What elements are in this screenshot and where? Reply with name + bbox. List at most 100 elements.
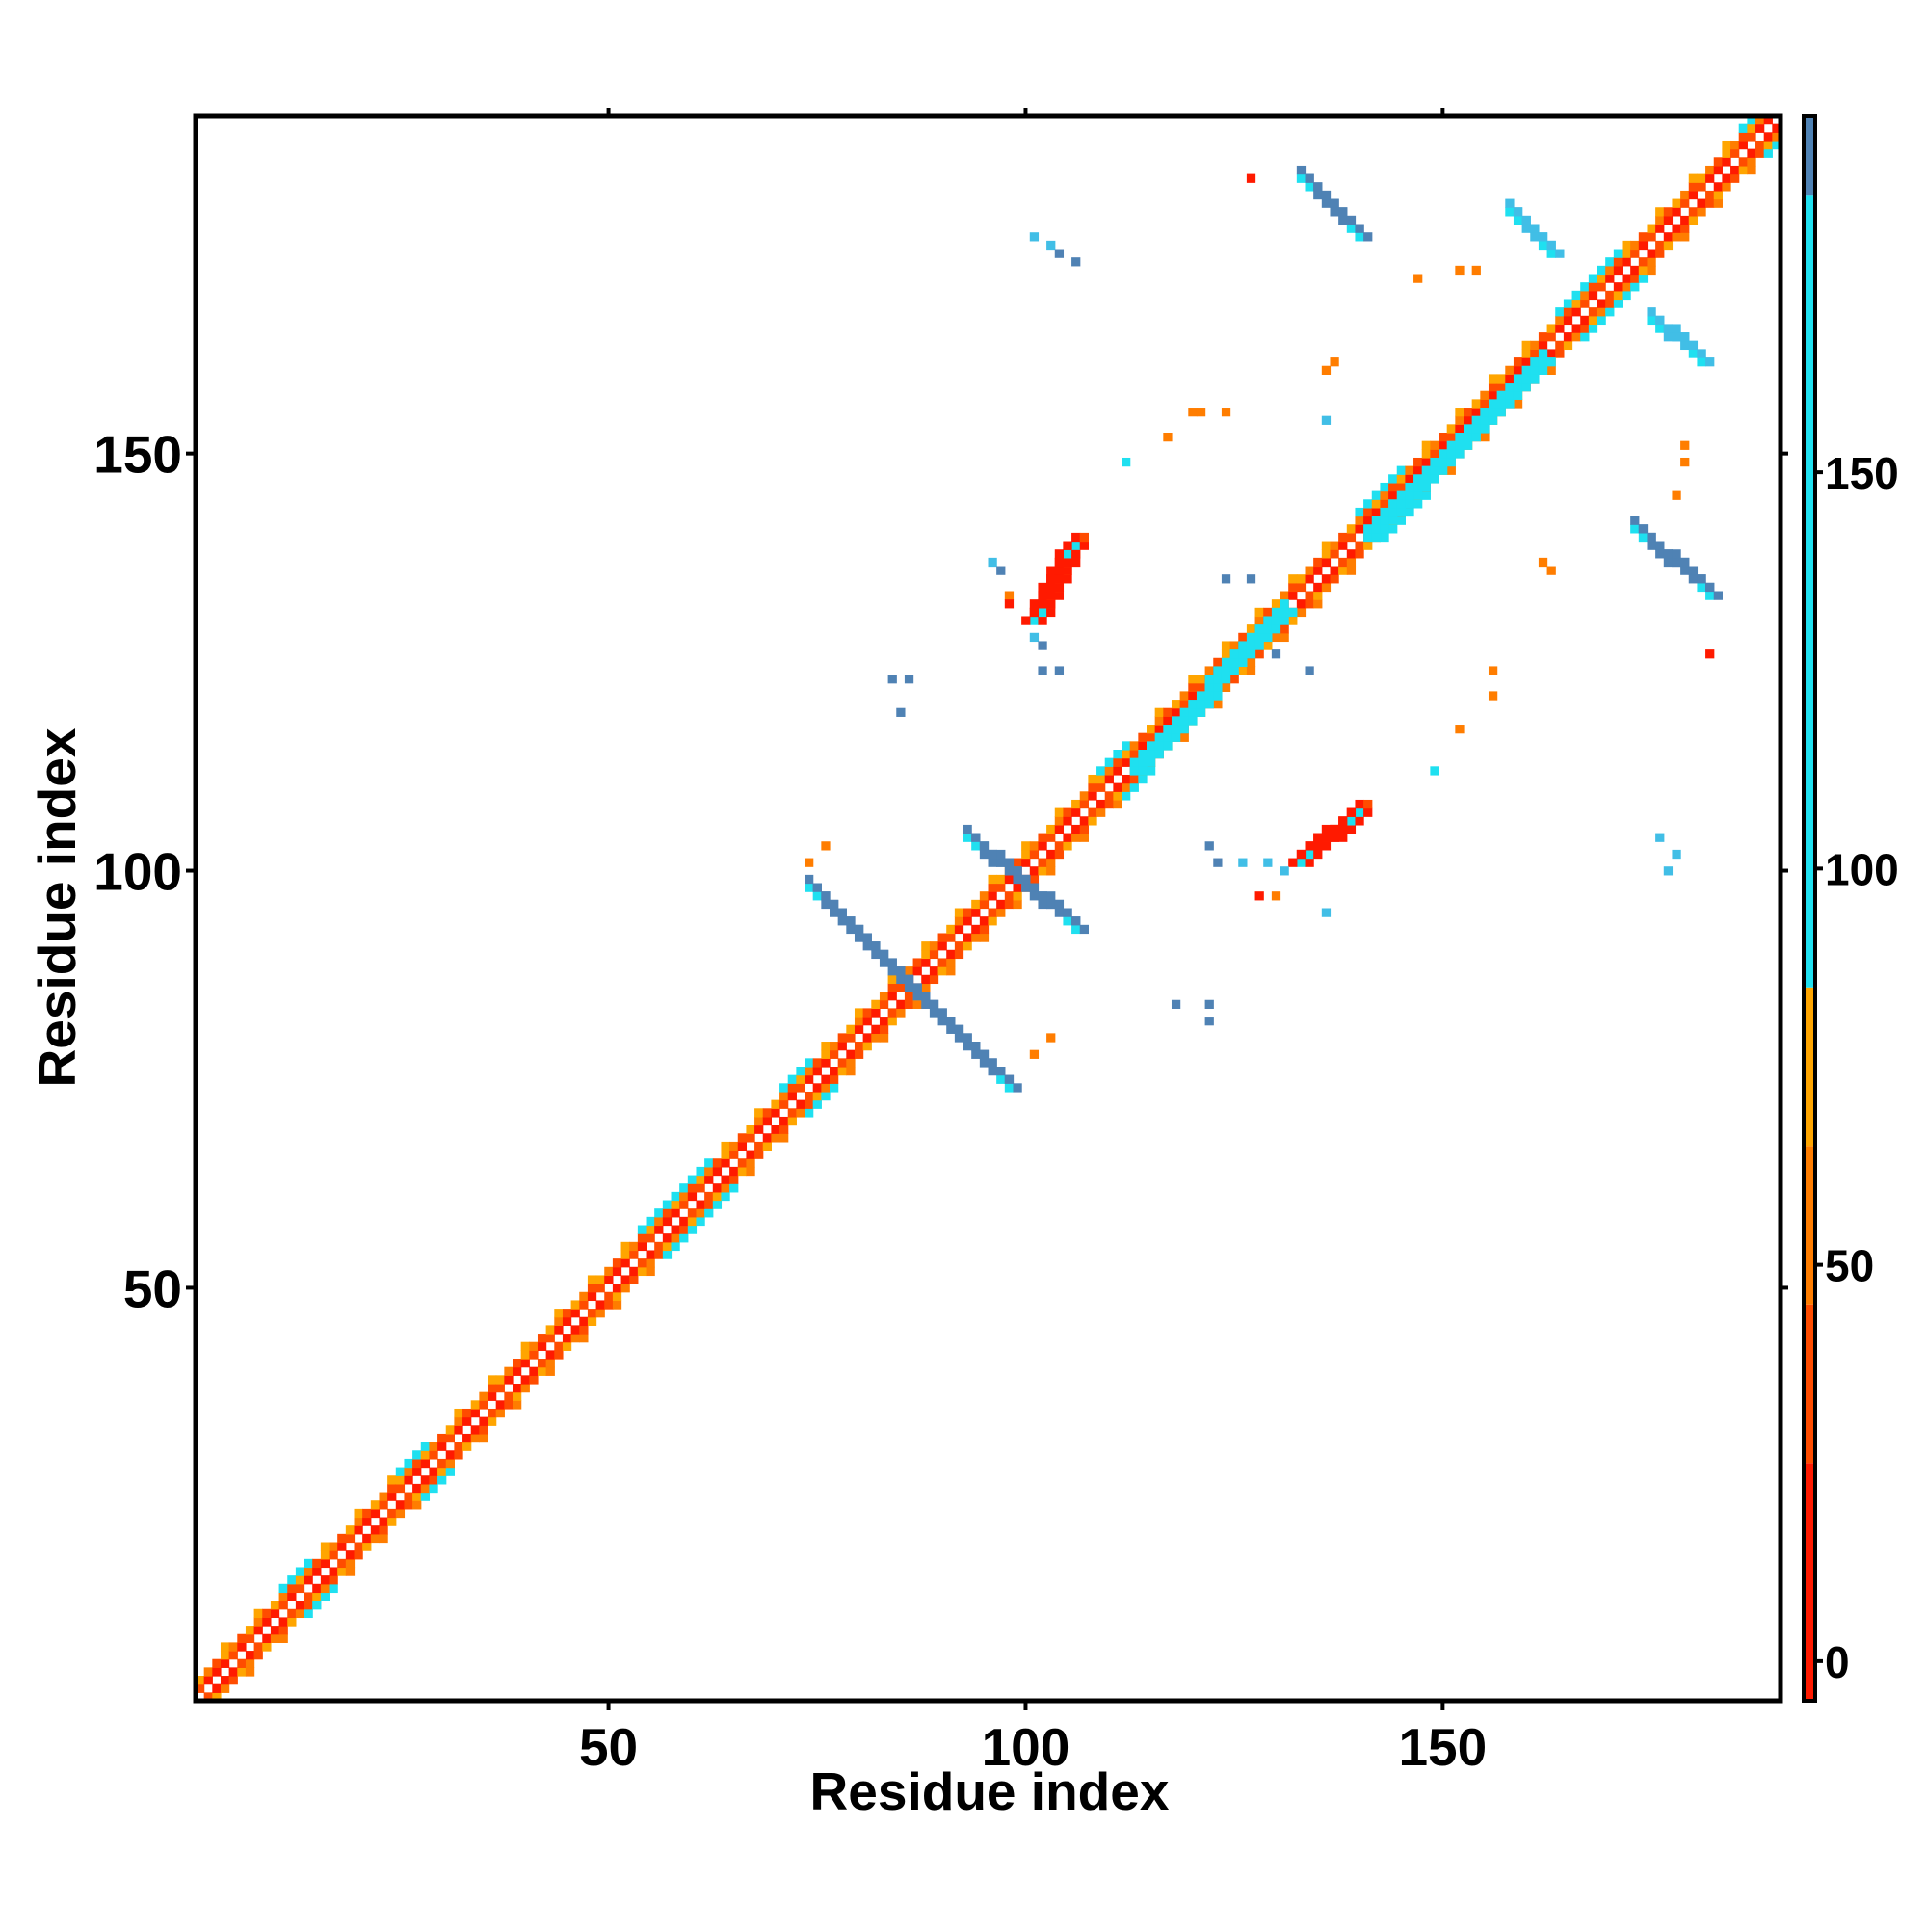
diagonal-cell xyxy=(1688,190,1699,200)
axes: 50 100 150 50 100 150 xyxy=(93,108,1788,1777)
diagonal-cell xyxy=(513,1384,522,1393)
diagonal-cell xyxy=(1697,207,1706,217)
diagonal-cell xyxy=(1430,449,1439,459)
diagonal-cell xyxy=(1588,307,1598,317)
diagonal-cell xyxy=(979,933,990,942)
diagonal-cell xyxy=(1638,257,1649,267)
scatter-cell xyxy=(1054,666,1065,675)
diagonal-cell xyxy=(1263,607,1273,618)
diagonal-cell xyxy=(696,1216,705,1227)
diagonal-cell xyxy=(1046,858,1056,867)
scatter-cell xyxy=(1004,599,1015,609)
diagonal-cell xyxy=(387,1508,397,1519)
diagonal-cell xyxy=(737,1133,748,1143)
cluster-cell xyxy=(963,1042,972,1051)
diagonal-cell xyxy=(1313,599,1323,609)
diagonal-cell xyxy=(262,1617,272,1627)
cluster-cell xyxy=(1521,365,1531,375)
cluster-cell xyxy=(1363,532,1373,543)
diagonal-cell xyxy=(1063,807,1072,817)
diagonal-cell xyxy=(1488,390,1498,400)
diagonal-cell xyxy=(312,1592,322,1601)
diagonal-cell xyxy=(604,1300,614,1310)
cluster-cell xyxy=(1147,741,1156,751)
diagonal-cell xyxy=(1021,841,1031,851)
scatter-cell xyxy=(1321,908,1332,917)
diagonal-cell xyxy=(1254,616,1264,625)
diagonal-cell xyxy=(1147,725,1156,734)
scatter-cell xyxy=(1271,649,1281,659)
cluster-cell xyxy=(1338,824,1348,834)
diagonal-cell xyxy=(654,1250,664,1259)
cluster-cell xyxy=(1471,424,1481,434)
diagonal-cell xyxy=(454,1442,463,1451)
diagonal-cell xyxy=(488,1408,497,1418)
cluster-cell xyxy=(1697,582,1706,593)
diagonal-cell xyxy=(1421,457,1431,467)
cluster-cell xyxy=(1196,707,1206,717)
diagonal-cell xyxy=(887,1017,897,1026)
diagonal-cell xyxy=(963,908,972,917)
cluster-cell xyxy=(1054,549,1065,559)
cluster-cell xyxy=(1455,449,1465,459)
cluster-cell xyxy=(1163,741,1173,751)
diagonal-cell xyxy=(696,1166,705,1177)
diagonal-cell xyxy=(1446,465,1456,475)
cluster-cell xyxy=(1029,891,1040,901)
diagonal-cell xyxy=(379,1525,388,1535)
diagonal-cell xyxy=(1555,349,1565,358)
diagonal-cell xyxy=(812,1091,822,1101)
cluster-cell xyxy=(1663,324,1674,333)
diagonal-cell xyxy=(270,1633,280,1643)
diagonal-cell xyxy=(988,874,997,885)
diagonal-cell xyxy=(646,1266,655,1277)
diagonal-cell xyxy=(963,941,972,951)
diagonal-cell xyxy=(320,1592,330,1601)
colorbar-tick-label: 0 xyxy=(1825,1637,1850,1687)
diagonal-cell xyxy=(1597,282,1606,292)
diagonal-cell xyxy=(1763,116,1773,125)
diagonal-cell xyxy=(929,966,939,976)
cluster-cell xyxy=(1638,524,1649,534)
cluster-cell xyxy=(1221,675,1231,684)
diagonal-cell xyxy=(354,1525,363,1535)
diagonal-cell xyxy=(1597,299,1606,308)
scatter-cell xyxy=(805,858,814,867)
diagonal-cell xyxy=(787,1074,797,1084)
diagonal-cell xyxy=(1196,675,1206,684)
cluster-cell xyxy=(1521,215,1531,225)
diagonal-cell xyxy=(837,1042,847,1051)
diagonal-cell xyxy=(1563,307,1573,317)
cluster-cell xyxy=(830,899,839,910)
diagonal-cell xyxy=(1229,641,1239,650)
diagonal-cell xyxy=(1138,741,1148,751)
diagonal-cell xyxy=(696,1208,705,1218)
diagonal-cell xyxy=(1513,399,1523,409)
diagonal-cell xyxy=(687,1208,698,1218)
scatter-cell xyxy=(1221,408,1231,417)
diagonal-cell xyxy=(1088,774,1097,784)
diagonal-cell xyxy=(1464,408,1473,417)
cluster-cell xyxy=(929,999,939,1009)
diagonal-cell xyxy=(1305,566,1314,575)
cluster-cell xyxy=(1246,649,1256,659)
diagonal-cell xyxy=(979,899,990,910)
diagonal-cell xyxy=(729,1175,739,1184)
diagonal-cell xyxy=(513,1359,522,1368)
diagonal-cell xyxy=(1071,824,1081,834)
diagonal-cell xyxy=(1688,215,1699,225)
diagonal-cell xyxy=(1705,190,1715,200)
diagonal-cell xyxy=(1013,899,1022,910)
cluster-cell xyxy=(1280,607,1289,618)
diagonal-cell xyxy=(963,916,972,926)
diagonal-cell xyxy=(545,1359,555,1368)
cluster-cell xyxy=(971,841,981,851)
cluster-cell xyxy=(1204,691,1214,701)
diagonal-cell xyxy=(1580,332,1590,342)
diagonal-cell xyxy=(479,1391,488,1401)
diagonal-cell xyxy=(1046,849,1056,860)
diagonal-cell xyxy=(896,1008,906,1018)
diagonal-cell xyxy=(329,1542,338,1551)
diagonal-cell xyxy=(295,1567,305,1576)
cluster-cell xyxy=(1054,908,1065,917)
